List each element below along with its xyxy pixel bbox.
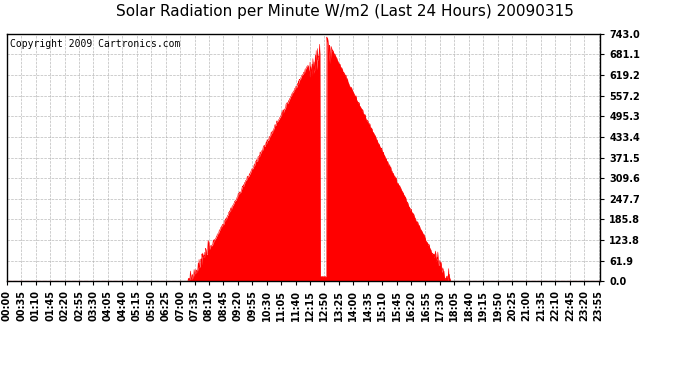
Text: Copyright 2009 Cartronics.com: Copyright 2009 Cartronics.com [10, 39, 180, 49]
Text: Solar Radiation per Minute W/m2 (Last 24 Hours) 20090315: Solar Radiation per Minute W/m2 (Last 24… [116, 4, 574, 19]
